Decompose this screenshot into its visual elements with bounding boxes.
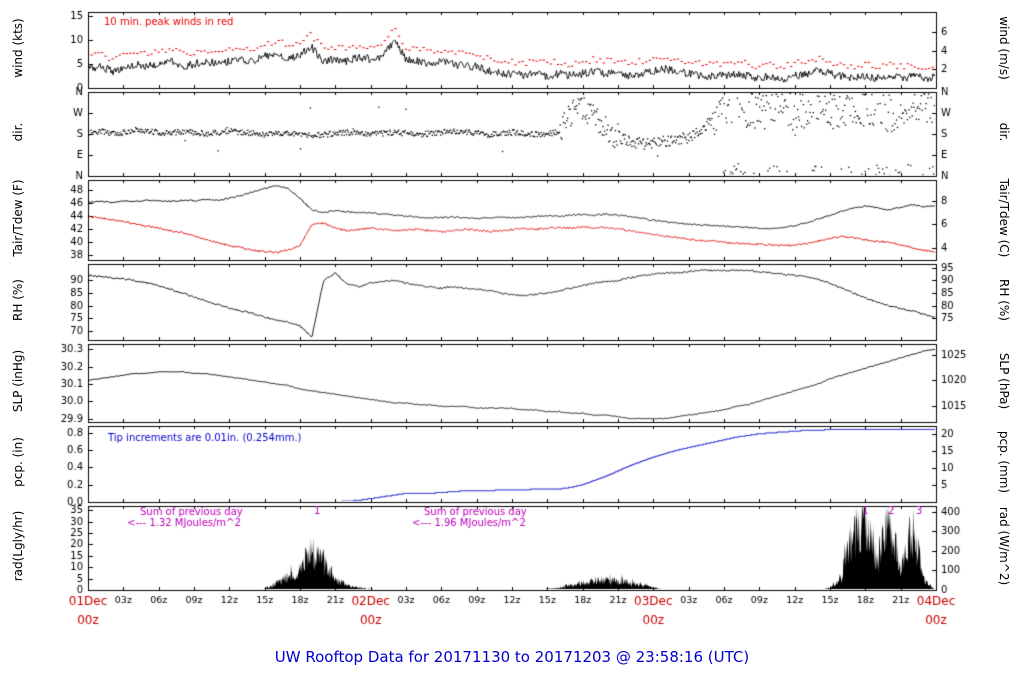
figure-title: UW Rooftop Data for 20171130 to 20171203… [274,648,750,666]
